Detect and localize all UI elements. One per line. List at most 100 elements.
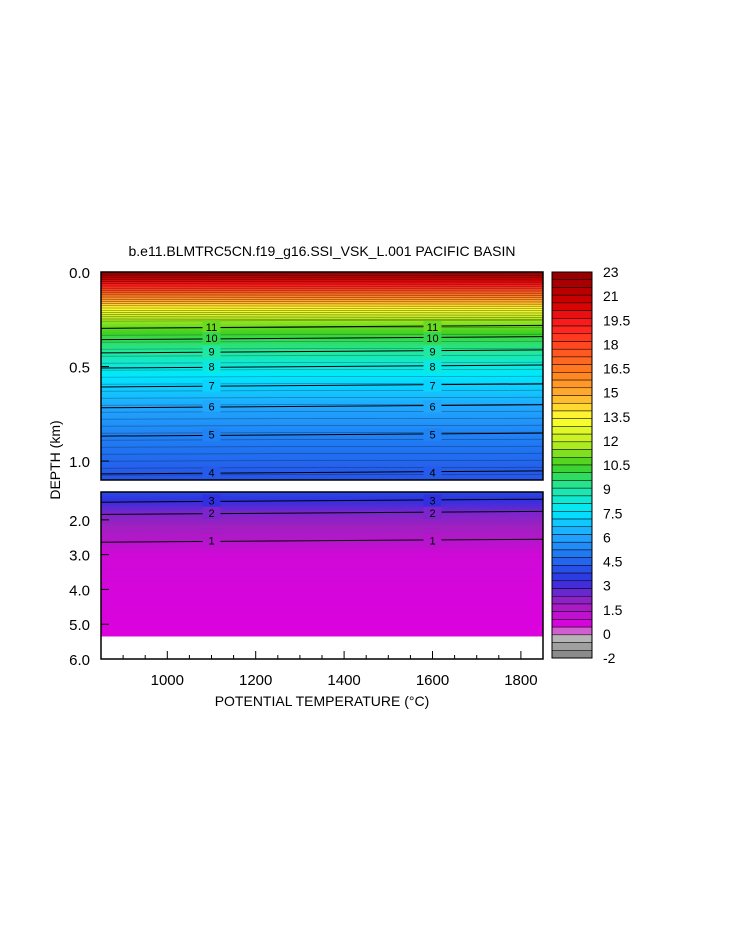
colorbar-swatch — [551, 518, 593, 528]
colorbar-frame — [551, 271, 593, 659]
fill-band — [101, 416, 543, 419]
contour-label: 4 — [429, 467, 435, 479]
isotherm-line — [100, 459, 544, 462]
fill-band — [101, 632, 543, 635]
isotherm-line — [100, 466, 544, 469]
colorbar-swatch — [551, 433, 593, 443]
fill-band — [101, 500, 543, 503]
contour-line — [100, 383, 544, 388]
fill-band — [101, 426, 543, 429]
contour-label: 10 — [205, 333, 217, 345]
colorbar-swatch — [551, 457, 593, 466]
isotherm-line — [100, 382, 544, 385]
fill-band — [101, 310, 543, 313]
isotherm-line — [100, 396, 544, 399]
fill-band — [101, 494, 543, 497]
fill-band — [101, 578, 543, 581]
y-axis-label: DEPTH (km) — [47, 420, 63, 499]
colorbar-swatch — [551, 287, 593, 296]
fill-band — [101, 342, 543, 345]
fill-band — [101, 588, 543, 591]
colorbar-swatch — [551, 626, 593, 636]
axes-layer: 1000 1200 1400 1600 1800 0.0 0.5 1.0 2.0 3.0 4.0 5.… — [69, 265, 544, 689]
fill-band — [101, 538, 543, 541]
contour-label: 8 — [429, 362, 435, 374]
isotherm-line — [100, 305, 544, 307]
y-tick-label: 5.0 — [69, 617, 90, 634]
fill-band — [101, 476, 543, 479]
colorbar-swatch — [551, 526, 593, 535]
x-tick-label: 1400 — [327, 672, 360, 689]
fill-band — [101, 524, 543, 527]
isotherm-line — [100, 318, 544, 320]
isotherm-line — [100, 375, 544, 378]
fill-band — [101, 430, 543, 433]
fill-band — [101, 436, 543, 439]
fill-band — [101, 422, 543, 425]
fill-band — [101, 602, 543, 605]
contour-label-bg — [202, 494, 221, 507]
fill-band — [101, 598, 543, 601]
isotherm-line — [100, 307, 544, 309]
fill-band — [101, 382, 543, 385]
y-tick-label: 2.0 — [69, 513, 90, 530]
fill-band — [101, 616, 543, 619]
contour-label-bg — [202, 506, 221, 519]
isotherm-line — [100, 296, 544, 298]
fill-band — [101, 552, 543, 555]
colorbar-label: 15 — [603, 385, 619, 401]
fill-band — [101, 520, 543, 523]
colorbar-swatch — [551, 318, 593, 327]
colorbar-swatch — [551, 379, 593, 389]
contour-label-bg — [423, 360, 442, 373]
fill-band — [101, 614, 543, 617]
fill-band — [101, 348, 543, 351]
fill-band — [101, 462, 543, 465]
contour-line — [100, 364, 544, 369]
fill-band — [101, 284, 543, 287]
y-tick-label: 0.0 — [69, 265, 90, 282]
x-tick-label: 1200 — [239, 672, 272, 689]
isotherm-line — [100, 431, 544, 434]
fill-band — [101, 544, 543, 547]
isotherm-line — [100, 279, 544, 281]
contour-line — [100, 470, 544, 475]
contour-label: 8 — [208, 362, 214, 374]
fill-band — [101, 388, 543, 391]
colorbar-swatch — [551, 572, 593, 582]
fill-band — [101, 606, 543, 609]
fill-band — [101, 366, 543, 369]
isotherm-line — [100, 347, 544, 350]
fill-band — [101, 496, 543, 499]
colorbar-swatch — [551, 495, 593, 504]
colorbar-label: 16.5 — [603, 361, 630, 377]
fill-band — [101, 590, 543, 593]
fill-band — [101, 574, 543, 577]
isotherm-line — [100, 473, 544, 476]
fill-band — [101, 536, 543, 539]
colorbar-swatch — [551, 464, 593, 473]
fill-band — [101, 356, 543, 359]
fill-band — [101, 396, 543, 399]
fill-band — [101, 502, 543, 505]
fill-band — [101, 278, 543, 281]
fill-band — [101, 564, 543, 567]
fill-band — [101, 466, 543, 469]
contour-label-bg — [202, 466, 221, 479]
isotherm-line — [100, 354, 544, 357]
colorbar-label: 10.5 — [603, 457, 630, 473]
fill-band — [101, 518, 543, 521]
fill-band — [101, 308, 543, 311]
fill-band — [101, 400, 543, 403]
fill-band — [101, 596, 543, 599]
contour-label-bg — [202, 379, 221, 392]
fill-band — [101, 454, 543, 457]
fill-band — [101, 378, 543, 381]
colorbar-swatch — [551, 449, 593, 458]
fill-band — [101, 322, 543, 325]
fill-band — [101, 346, 543, 349]
fill-band — [101, 456, 543, 459]
fill-band — [101, 302, 543, 305]
fill-band — [101, 612, 543, 615]
isotherm-line — [100, 319, 544, 322]
